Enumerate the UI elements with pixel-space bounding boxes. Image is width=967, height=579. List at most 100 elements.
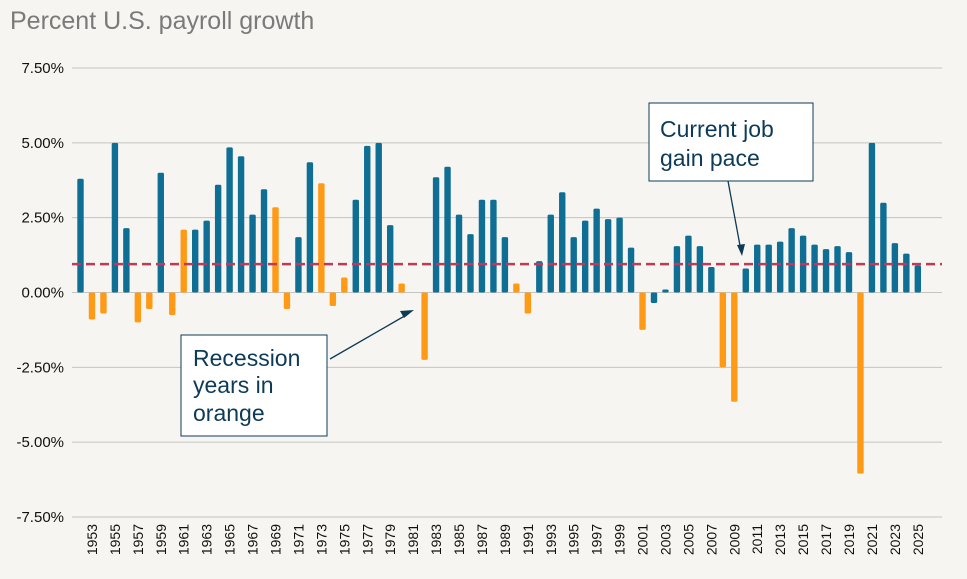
current-pace-callout: Current job gain pace bbox=[648, 102, 814, 256]
bar-2004 bbox=[673, 246, 681, 293]
bar-1988 bbox=[490, 199, 497, 293]
x-tick-label: 2017 bbox=[818, 524, 834, 555]
bar-2022 bbox=[880, 202, 887, 293]
bar-1958 bbox=[146, 292, 153, 309]
bar-1974 bbox=[329, 292, 337, 306]
x-tick-label: 1991 bbox=[520, 524, 536, 555]
bar-1994 bbox=[559, 192, 566, 293]
x-tick-label: 2021 bbox=[864, 524, 880, 555]
y-tick-label: -5.00% bbox=[16, 434, 64, 451]
x-tick-label: 1989 bbox=[497, 524, 513, 555]
x-tick-label: 1997 bbox=[589, 524, 605, 555]
current-pace-line-2: gain pace bbox=[660, 145, 760, 171]
bar-2019 bbox=[845, 252, 853, 293]
x-tick-label: 1967 bbox=[245, 524, 261, 555]
x-tick-label: 1999 bbox=[612, 524, 628, 555]
bar-1967 bbox=[249, 214, 256, 293]
bar-2010 bbox=[742, 268, 749, 293]
x-tick-label: 1983 bbox=[428, 524, 444, 555]
bar-1963 bbox=[203, 220, 210, 293]
bar-1959 bbox=[157, 172, 164, 293]
x-tick-label: 1987 bbox=[474, 524, 490, 555]
bar-2024 bbox=[903, 253, 910, 293]
x-tick-label: 1957 bbox=[130, 524, 146, 555]
bar-2020 bbox=[857, 292, 864, 474]
x-tick-label: 2001 bbox=[635, 524, 651, 555]
y-axis-ticks: 7.50% 5.00% 2.50% 0.00% -2.50% -5.00% -7.50% bbox=[16, 60, 64, 526]
x-tick-label: 1971 bbox=[290, 524, 306, 555]
x-tick-label: 1985 bbox=[451, 524, 467, 555]
y-tick-label: 5.00% bbox=[21, 135, 64, 152]
bar-1957 bbox=[134, 292, 142, 323]
x-tick-label: 1977 bbox=[359, 524, 375, 555]
bar-2007 bbox=[708, 267, 715, 293]
bar-1952 bbox=[77, 178, 84, 293]
y-tick-label: 2.50% bbox=[21, 210, 64, 227]
bar-2009 bbox=[731, 292, 738, 402]
bar-1953 bbox=[88, 292, 96, 320]
bar-1990 bbox=[513, 283, 520, 293]
chart-title: Percent U.S. payroll growth bbox=[10, 7, 314, 35]
bar-1992 bbox=[536, 261, 543, 293]
recession-line-2: years in bbox=[193, 372, 274, 398]
bar-2018 bbox=[834, 246, 841, 293]
x-tick-label: 1955 bbox=[107, 524, 123, 555]
x-tick-label: 2007 bbox=[703, 524, 719, 555]
bar-1980 bbox=[398, 283, 405, 293]
bar-1983 bbox=[432, 177, 440, 293]
x-tick-label: 1961 bbox=[176, 524, 192, 555]
bar-1982 bbox=[421, 292, 428, 360]
bar-1997 bbox=[593, 208, 600, 293]
recession-callout: Recession years in orange bbox=[180, 310, 414, 437]
current-pace-line-1: Current job bbox=[660, 116, 774, 142]
bar-1995 bbox=[570, 237, 577, 293]
bar-1965 bbox=[226, 147, 233, 293]
bar-2003 bbox=[662, 289, 669, 293]
x-tick-label: 1973 bbox=[313, 524, 329, 555]
x-axis-ticks: 1953 1955 1957 1959 1961 1963 1965 1967 1969 1971… bbox=[84, 524, 926, 555]
bar-1996 bbox=[581, 220, 589, 293]
bar-2001 bbox=[639, 292, 646, 330]
bar-2002 bbox=[650, 292, 658, 303]
bar-2006 bbox=[696, 246, 704, 293]
bar-2017 bbox=[822, 249, 830, 293]
bar-2016 bbox=[811, 244, 818, 293]
bar-1970 bbox=[283, 292, 291, 309]
bar-1976 bbox=[352, 199, 359, 293]
x-tick-label: 2005 bbox=[680, 524, 696, 555]
bar-1984 bbox=[444, 166, 451, 293]
bar-1960 bbox=[169, 292, 176, 315]
bar-1969 bbox=[272, 207, 279, 293]
bar-2012 bbox=[765, 244, 772, 293]
bar-1999 bbox=[616, 217, 623, 293]
bar-1985 bbox=[455, 214, 463, 293]
x-tick-label: 1953 bbox=[84, 524, 100, 555]
y-tick-label: 0.00% bbox=[21, 285, 64, 302]
bar-1978 bbox=[375, 142, 382, 293]
bar-1987 bbox=[478, 199, 486, 293]
bar-1956 bbox=[123, 228, 130, 293]
bar-1979 bbox=[386, 225, 394, 293]
bar-1966 bbox=[237, 156, 245, 293]
bar-1964 bbox=[214, 184, 222, 293]
current-pace-box bbox=[648, 102, 814, 182]
x-tick-label: 1995 bbox=[566, 524, 582, 555]
x-tick-label: 2019 bbox=[841, 524, 857, 555]
bar-1998 bbox=[604, 219, 612, 293]
bar-1973 bbox=[318, 183, 325, 293]
x-tick-label: 2025 bbox=[910, 524, 926, 555]
recession-arrow-shaft bbox=[329, 313, 409, 360]
y-tick-label: 7.50% bbox=[21, 60, 64, 77]
x-tick-label: 1981 bbox=[405, 524, 421, 555]
x-tick-label: 2023 bbox=[887, 524, 903, 555]
y-tick-label: -2.50% bbox=[16, 359, 64, 376]
x-tick-label: 2009 bbox=[726, 524, 742, 555]
bar-2021 bbox=[868, 142, 876, 293]
bar-1989 bbox=[501, 237, 509, 293]
x-tick-label: 2015 bbox=[795, 524, 811, 555]
bar-2013 bbox=[776, 241, 784, 293]
current-pace-arrow-shaft bbox=[727, 180, 742, 252]
bar-1961 bbox=[180, 229, 187, 293]
bar-2008 bbox=[719, 292, 727, 368]
